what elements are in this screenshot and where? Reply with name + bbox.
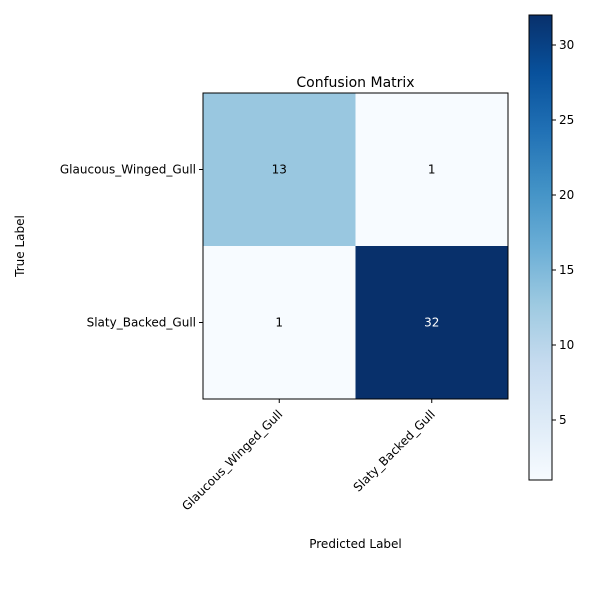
heatmap-cells (203, 93, 508, 399)
chart-title: Confusion Matrix (296, 75, 414, 91)
colorbar-tick-label: 15 (559, 263, 574, 277)
colorbar-tick-label: 20 (559, 188, 574, 202)
colorbar (528, 14, 553, 481)
plot-frame (202, 92, 509, 400)
y-tick-label: Glaucous_Winged_Gull (60, 163, 196, 177)
y-axis-label: True Label (13, 215, 27, 278)
colorbar-ticks: 5 10 15 20 25 30 (552, 38, 574, 427)
x-tick-label: Glaucous_Winged_Gull (179, 407, 285, 513)
cell-value-label: 13 (272, 163, 287, 177)
cell-value-label: 1 (428, 163, 436, 177)
heatmap-cell (355, 246, 508, 399)
y-axis-ticks: Glaucous_Winged_Gull Slaty_Backed_Gull (60, 163, 203, 330)
x-axis-ticks: Glaucous_Winged_Gull Slaty_Backed_Gull (179, 399, 438, 513)
heatmap-cell (355, 93, 508, 246)
heatmap-cell (203, 246, 356, 399)
colorbar-tick-label: 30 (559, 38, 574, 52)
cell-value-label: 32 (424, 316, 439, 330)
y-tick-label: Slaty_Backed_Gull (87, 316, 196, 330)
heatmap-cell (203, 93, 356, 246)
heatmap-cell-values: 13 1 1 32 (272, 163, 440, 330)
x-tick-label: Slaty_Backed_Gull (351, 407, 438, 494)
colorbar-tick-label: 5 (559, 413, 567, 427)
colorbar-tick-label: 10 (559, 338, 574, 352)
x-axis-label: Predicted Label (309, 537, 402, 551)
colorbar-tick-label: 25 (559, 113, 574, 127)
cell-value-label: 1 (275, 316, 283, 330)
